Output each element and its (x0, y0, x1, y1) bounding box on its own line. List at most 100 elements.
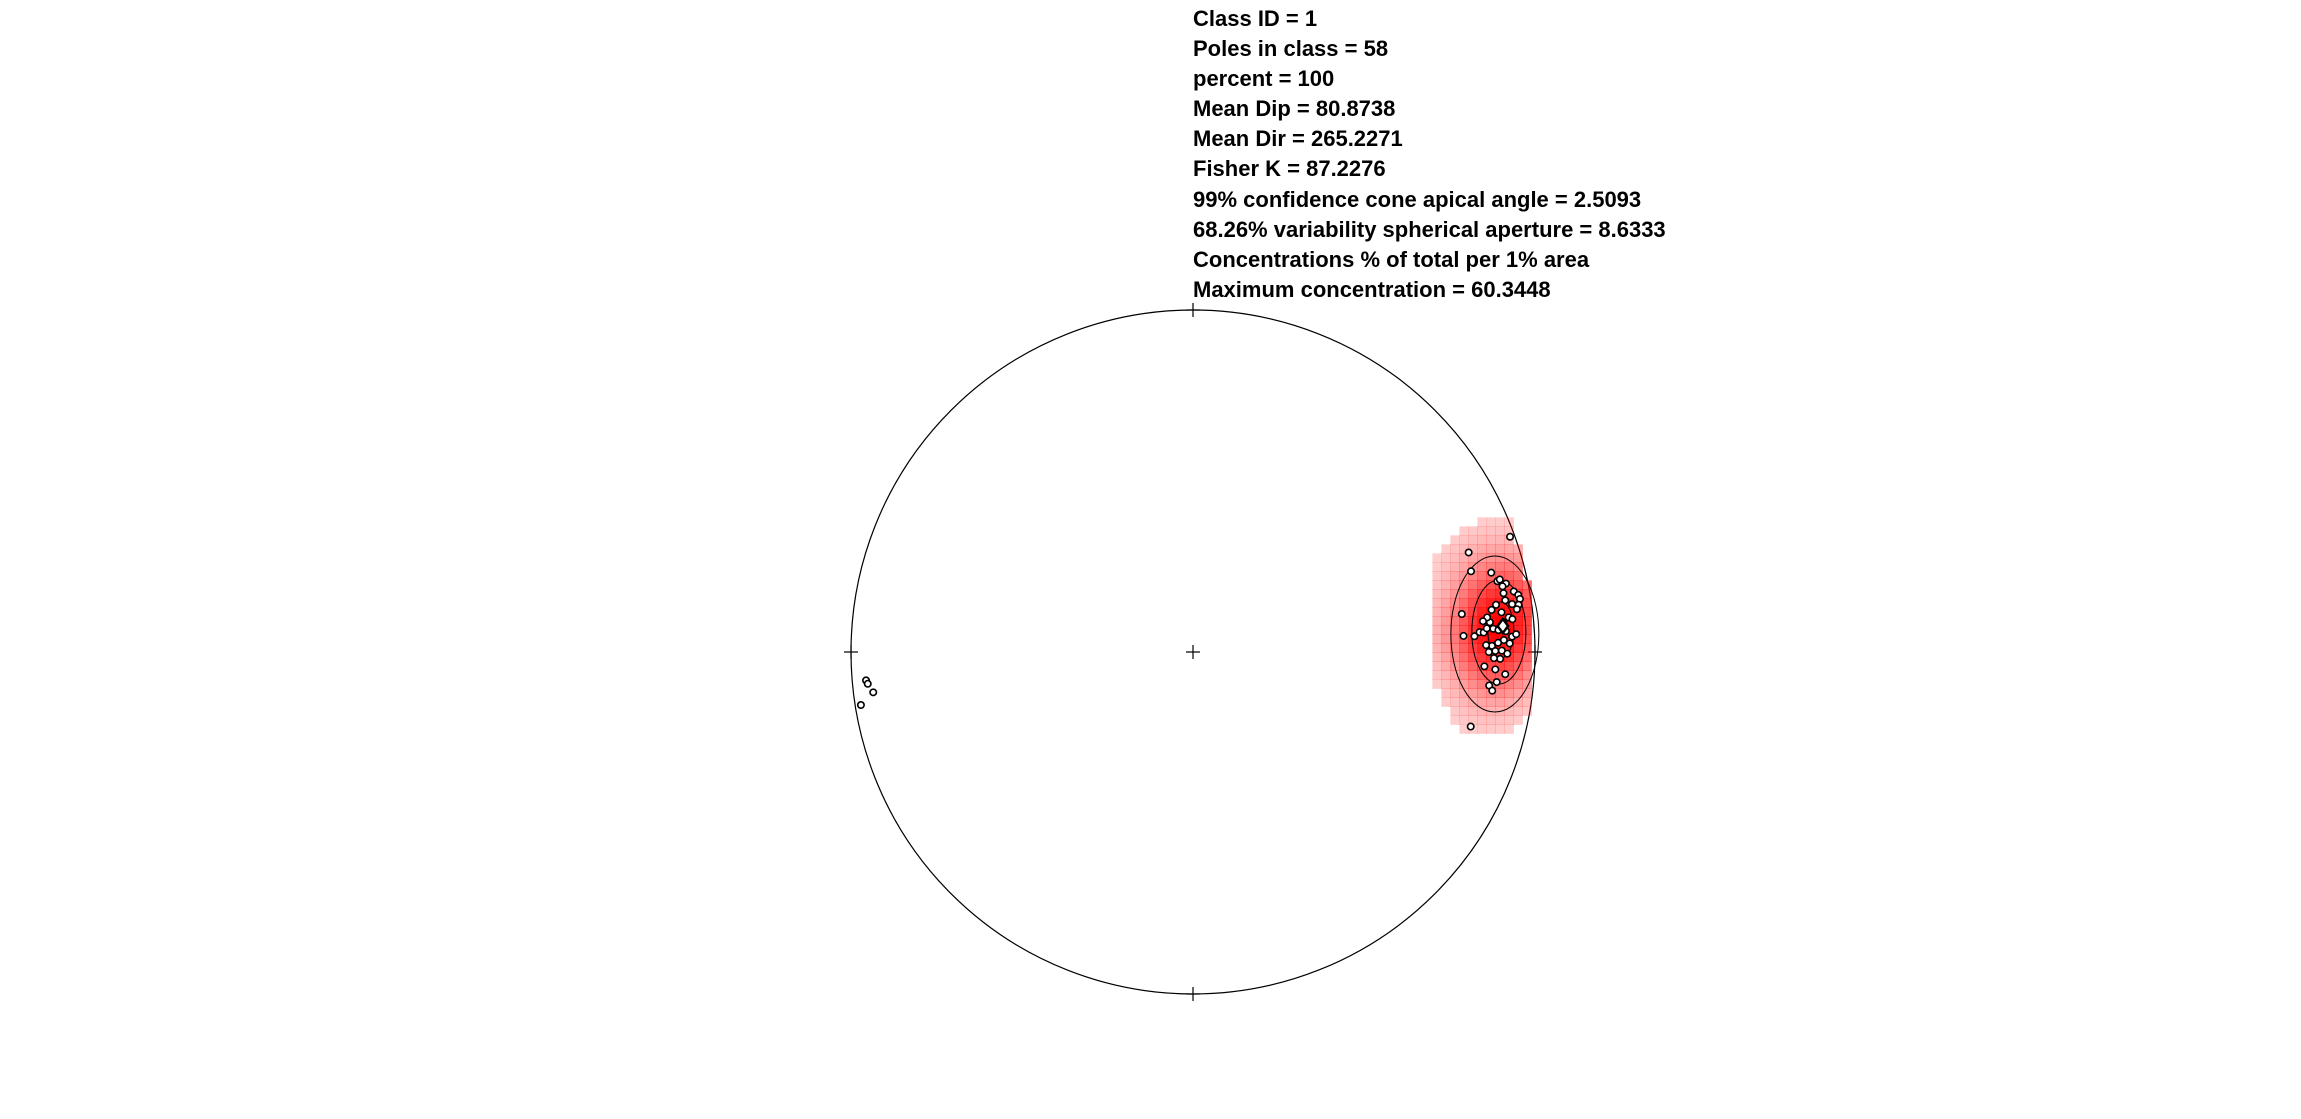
density-cell (1522, 580, 1532, 590)
density-cell (1495, 688, 1505, 698)
contour-outer (1450, 555, 1540, 713)
density-cell (1513, 580, 1523, 590)
density-cell (1495, 544, 1505, 554)
pole-point (1488, 686, 1497, 695)
density-cell (1477, 706, 1487, 716)
density-cell (1450, 634, 1460, 644)
pole-point (1501, 596, 1510, 605)
density-cell (1468, 571, 1478, 581)
density-cell (1441, 652, 1451, 662)
pole-point (1457, 610, 1466, 619)
density-cell (1486, 544, 1496, 554)
density-cell (1450, 652, 1460, 662)
density-cell (1486, 697, 1496, 707)
density-cell (1504, 589, 1514, 599)
class-statistics: Class ID = 1 Poles in class = 58 percent… (1193, 4, 1666, 305)
density-cell (1459, 697, 1469, 707)
density-cell (1459, 724, 1469, 734)
density-cell (1459, 625, 1469, 635)
density-cell (1477, 724, 1487, 734)
density-cell (1477, 643, 1487, 653)
density-cell (1450, 580, 1460, 590)
density-cell (1459, 553, 1469, 563)
density-cell (1450, 544, 1460, 554)
pole-markers (856, 532, 1524, 731)
density-cell (1495, 517, 1505, 527)
info-concentration-units: Concentrations % of total per 1% area (1193, 246, 1590, 272)
density-cell (1432, 589, 1442, 599)
density-cell (1459, 688, 1469, 698)
density-cell (1468, 598, 1478, 608)
density-cell (1468, 544, 1478, 554)
density-cell (1504, 724, 1514, 734)
density-cell (1477, 634, 1487, 644)
pole-point (1505, 639, 1514, 648)
pole-point (1491, 665, 1500, 674)
density-cell (1504, 544, 1514, 554)
density-cell (1459, 571, 1469, 581)
density-cell (1441, 679, 1451, 689)
density-cell (1441, 616, 1451, 626)
density-cell (1459, 670, 1469, 680)
density-cell (1495, 697, 1505, 707)
density-cell (1513, 688, 1523, 698)
density-cell (1441, 688, 1451, 698)
density-cell (1441, 553, 1451, 563)
density-cell (1513, 706, 1523, 716)
density-cell (1441, 580, 1451, 590)
density-cell (1441, 697, 1451, 707)
pole-point (1498, 582, 1507, 591)
pole-point (1495, 575, 1504, 584)
pole-point (1494, 638, 1503, 647)
pole-point (1512, 605, 1521, 614)
density-cell (1432, 580, 1442, 590)
density-cell (1495, 661, 1505, 671)
density-cell (1504, 526, 1514, 536)
density-cell (1468, 580, 1478, 590)
density-cell (1459, 616, 1469, 626)
density-cell (1468, 616, 1478, 626)
density-cell (1459, 598, 1469, 608)
pole-point (1491, 646, 1500, 655)
pole-point (1501, 670, 1510, 679)
density-cell (1450, 553, 1460, 563)
density-cell (1486, 517, 1496, 527)
density-cell (1432, 607, 1442, 617)
density-cell (1432, 562, 1442, 572)
pole-point (869, 688, 878, 697)
density-cell (1513, 670, 1523, 680)
pole-point (1489, 654, 1498, 663)
density-cell (1459, 643, 1469, 653)
density-cell (1450, 598, 1460, 608)
info-variability-aperture: 68.26% variability spherical aperture = … (1193, 216, 1666, 242)
density-cell (1504, 697, 1514, 707)
density-cell (1477, 679, 1487, 689)
density-cell (1486, 670, 1496, 680)
density-cell (1513, 652, 1523, 662)
pole-point (1497, 608, 1506, 617)
density-cell (1450, 697, 1460, 707)
density-cell (1441, 634, 1451, 644)
density-cell (1441, 670, 1451, 680)
density-cell (1468, 670, 1478, 680)
density-cell (1504, 643, 1514, 653)
density-cell (1441, 607, 1451, 617)
density-cell (1486, 706, 1496, 716)
density-cell (1495, 715, 1505, 725)
density-cell (1450, 625, 1460, 635)
density-cell (1441, 544, 1451, 554)
density-cell (1441, 589, 1451, 599)
density-cell (1468, 535, 1478, 545)
info-percent: percent = 100 (1193, 66, 1335, 92)
density-cell (1513, 661, 1523, 671)
pole-point (1499, 589, 1508, 598)
density-cell (1468, 679, 1478, 689)
density-cell (1477, 652, 1487, 662)
info-poles-in-class: Poles in class = 58 (1193, 36, 1389, 62)
density-cell (1486, 553, 1496, 563)
density-cell (1432, 625, 1442, 635)
density-cell (1513, 553, 1523, 563)
pole-point (1480, 662, 1489, 671)
density-cell (1486, 724, 1496, 734)
density-cell (1504, 661, 1514, 671)
